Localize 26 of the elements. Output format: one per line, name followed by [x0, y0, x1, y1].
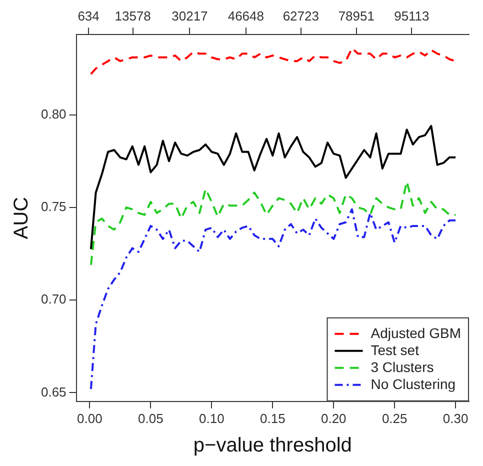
x-tick-label: 0.00 — [77, 410, 102, 426]
legend-label: 3 Clusters — [370, 358, 434, 375]
x2-tick-label: 634 — [78, 8, 100, 24]
x2-tick-label: 13578 — [114, 8, 151, 24]
x2-tick-label: 30217 — [172, 8, 208, 24]
line-series — [90, 180, 457, 266]
x-tick-label: 0.15 — [260, 410, 286, 426]
x-tick-label: 0.05 — [138, 410, 164, 426]
x-tick-label: 0.25 — [382, 410, 408, 426]
x2-tick-label: 46648 — [228, 8, 264, 24]
y-tick-label: 0.65 — [40, 384, 66, 400]
legend-label: No Clustering — [370, 376, 456, 392]
x2-tick-label: 95113 — [394, 8, 430, 24]
legend-label: Adjusted GBM — [370, 324, 462, 341]
y-tick-label: 0.70 — [40, 292, 66, 307]
x-axis-title: p−value threshold — [193, 434, 352, 457]
line-series — [90, 47, 457, 76]
x-tick-label: 0.10 — [199, 410, 224, 426]
x2-tick-label: 62723 — [282, 8, 319, 24]
y-tick-label: 0.75 — [40, 199, 66, 214]
x-tick-label: 0.30 — [442, 410, 468, 426]
y-axis-title: AUC — [10, 196, 33, 240]
legend-label: Test set — [370, 342, 420, 358]
x2-tick-label: 78951 — [338, 8, 374, 24]
x-tick-label: 0.20 — [320, 410, 346, 426]
y-tick-label: 0.80 — [40, 106, 66, 122]
